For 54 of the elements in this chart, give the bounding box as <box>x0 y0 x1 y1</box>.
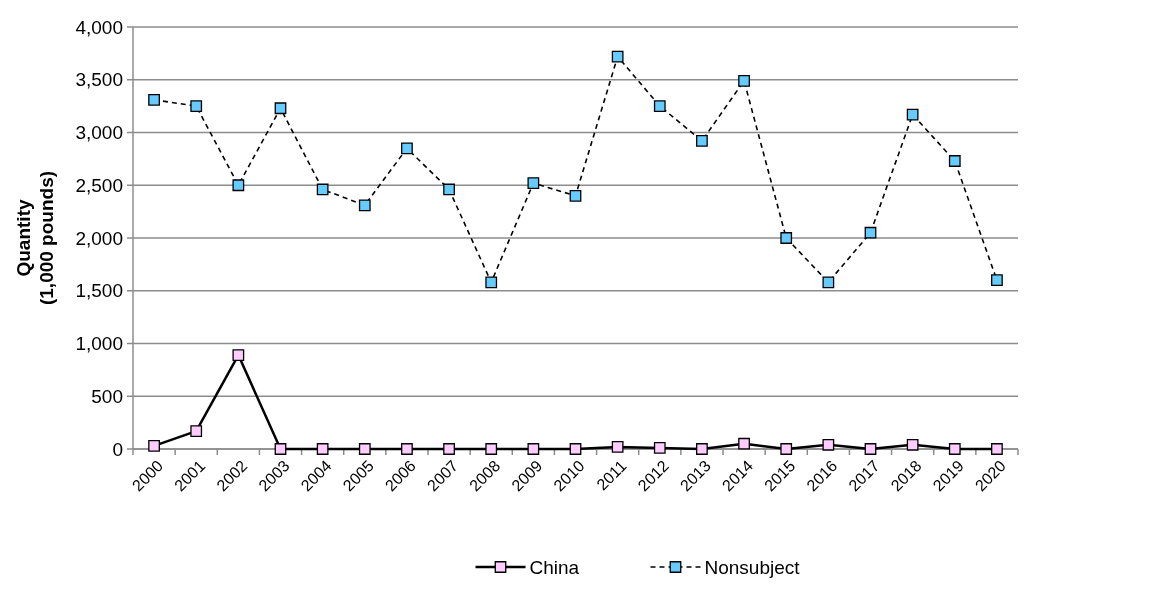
point <box>822 276 835 289</box>
point <box>991 443 1003 455</box>
point <box>948 155 961 167</box>
point <box>401 142 413 155</box>
point <box>653 100 666 113</box>
point <box>906 108 919 121</box>
point <box>611 441 624 453</box>
y-tick-label: 3,500 <box>75 69 123 91</box>
point <box>738 437 750 450</box>
point <box>569 189 582 202</box>
point <box>316 443 329 455</box>
y-tick-label: 0 <box>112 438 123 460</box>
point <box>780 232 793 244</box>
point <box>232 349 245 361</box>
point <box>864 226 877 239</box>
point <box>148 93 160 106</box>
point <box>316 183 329 196</box>
y-tick-label: 3,000 <box>75 122 123 144</box>
point <box>780 443 793 455</box>
point <box>696 135 708 147</box>
y-tick-label: 1,000 <box>75 333 123 355</box>
y-tick-label: 1,500 <box>75 280 123 302</box>
point <box>991 274 1003 287</box>
y-tick-label: 4,000 <box>75 16 123 38</box>
point <box>569 443 582 455</box>
point <box>611 50 624 63</box>
y-tick-label: 500 <box>91 385 123 407</box>
point <box>653 442 666 454</box>
point <box>358 443 371 455</box>
point <box>948 443 961 455</box>
point <box>190 425 203 437</box>
point <box>906 438 919 451</box>
point <box>274 102 287 115</box>
y-tick-label: 2,500 <box>75 174 123 196</box>
point <box>738 74 750 87</box>
legend-label: China <box>529 556 580 578</box>
point <box>190 100 203 113</box>
point <box>696 443 708 455</box>
point <box>148 439 160 452</box>
y-tick-label: 2,000 <box>75 227 123 249</box>
point <box>358 199 371 212</box>
point <box>443 443 455 455</box>
point <box>527 177 540 190</box>
point <box>864 443 877 455</box>
point <box>822 438 835 451</box>
legend-label: Nonsubject <box>704 556 801 578</box>
point <box>232 179 245 192</box>
point <box>485 443 498 455</box>
point <box>527 443 540 455</box>
y-axis-title: Quantity (1,000 pounds) <box>13 170 57 306</box>
point <box>274 443 287 455</box>
point <box>485 276 498 289</box>
point <box>443 183 455 196</box>
point <box>401 443 413 455</box>
